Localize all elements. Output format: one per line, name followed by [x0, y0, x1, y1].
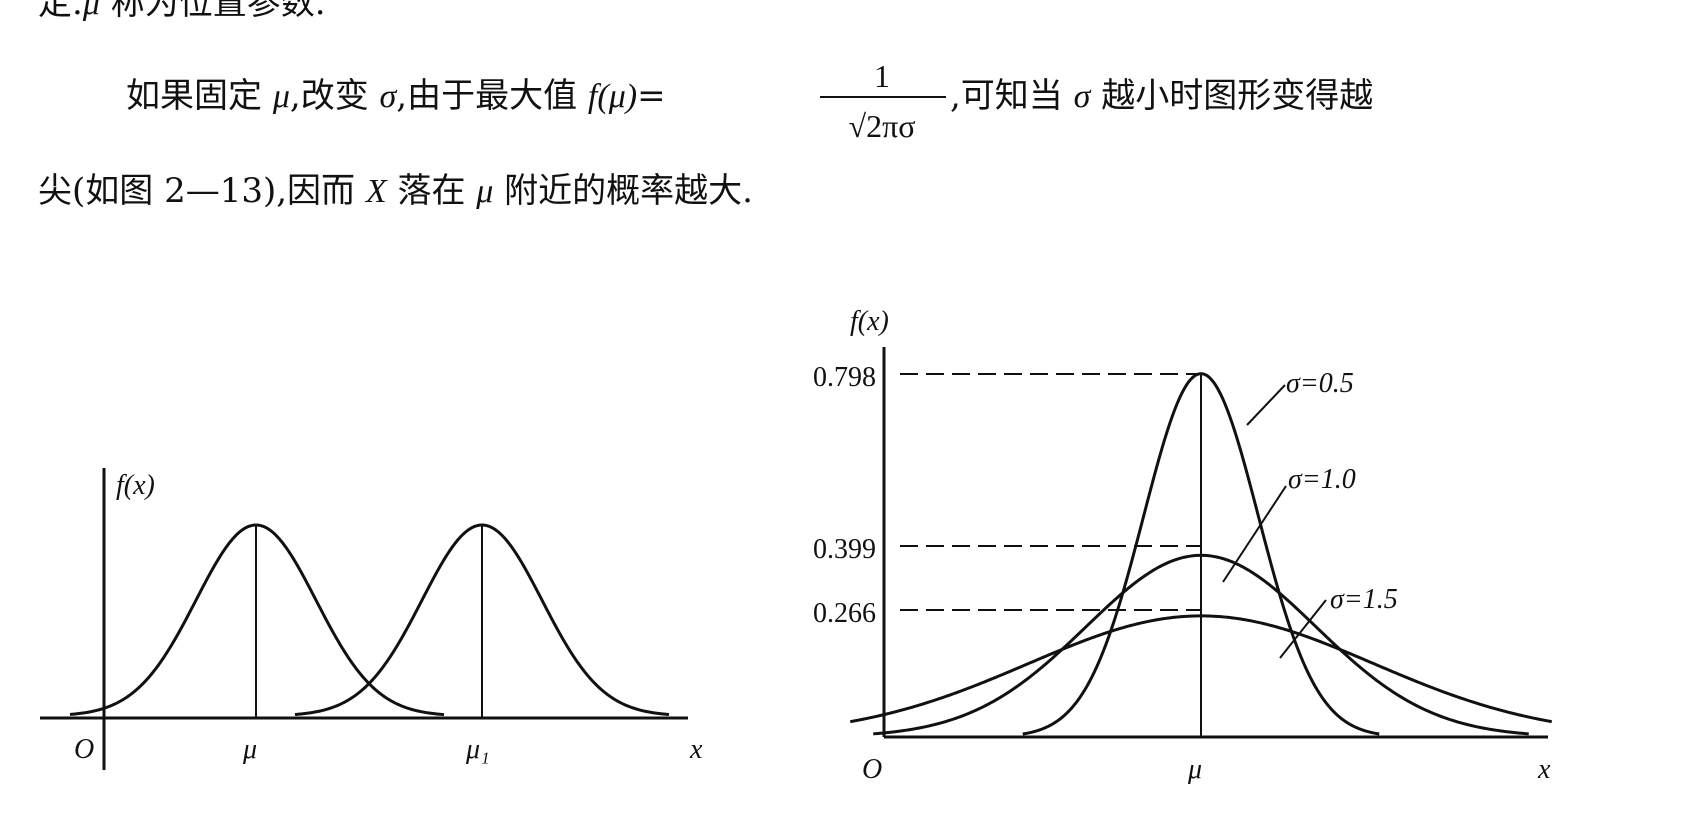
right-label-leader-15: [1279, 599, 1327, 659]
fraction-denominator: √2πσ: [848, 108, 916, 144]
line2-x: X: [365, 173, 387, 210]
line1-equals: =: [637, 76, 666, 116]
line0-prefix: 定.: [38, 0, 83, 23]
line1-f-mu: f(μ): [587, 78, 638, 115]
right-series-label-05: σ=0.5: [1286, 368, 1354, 399]
right-label-leader-10: [1222, 485, 1287, 583]
line2-part-c: 附近的概率越大.: [504, 171, 753, 211]
line1-sigma2: σ: [1073, 78, 1091, 115]
line0-mu: μ: [82, 0, 100, 22]
text-line-2: 尖(如图 2—13),因而 X 落在 μ 附近的概率越大.: [38, 174, 753, 209]
right-x-label: x: [1537, 754, 1551, 785]
line1-part-d: ,可知当: [950, 76, 1063, 116]
right-label-leader-05: [1246, 384, 1286, 426]
right-figure: f(x) 0.798 0.399 0.266 σ=0.5 σ=1.0 σ=1.5…: [813, 306, 1553, 785]
line1-part-a: 如果固定: [126, 76, 262, 116]
left-origin-label: O: [74, 734, 94, 765]
line1-mu: μ: [272, 78, 290, 115]
line1-sigma: σ: [379, 78, 397, 115]
right-tick-0798: 0.798: [813, 362, 876, 393]
line1-part-b: ,改变: [289, 76, 369, 116]
fraction-numerator: 1: [874, 58, 890, 94]
text-line-1-end: ,可知当 σ 越小时图形变得越: [950, 79, 1373, 114]
right-origin-label: O: [862, 754, 882, 785]
line2-part-b: 落在: [397, 171, 466, 211]
left-mu-label: μ: [242, 734, 257, 765]
text-line-1: 如果固定 μ,改变 σ,由于最大值 f(μ)=: [126, 79, 666, 114]
right-y-label: f(x): [850, 306, 889, 337]
right-series-label-10: σ=1.0: [1288, 464, 1356, 495]
left-figure: f(x) O μ μ₁ x: [40, 468, 703, 770]
line2-part-a: 尖(如图 2—13),因而: [38, 171, 356, 211]
left-x-label: x: [689, 734, 703, 765]
right-tick-0399: 0.399: [813, 534, 876, 565]
fraction-bar: [820, 96, 946, 98]
line2-mu: μ: [476, 173, 494, 210]
right-curve-sigma-10: [873, 553, 1529, 736]
line1-part-e: 越小时图形变得越: [1101, 76, 1374, 116]
right-mu-label: μ: [1187, 754, 1202, 785]
right-curve-sigma-05: [1022, 372, 1380, 736]
right-curve-sigma-15: [849, 614, 1553, 724]
text-line-0: 定.μ 称为位置参数.: [38, 0, 326, 21]
left-y-label: f(x): [116, 470, 155, 501]
right-tick-0266: 0.266: [813, 598, 876, 629]
line1-part-c: ,由于最大值: [396, 76, 578, 116]
left-mu1-label: μ₁: [465, 734, 490, 765]
right-series-label-15: σ=1.5: [1330, 584, 1398, 615]
line0-suffix: 称为位置参数.: [110, 0, 326, 23]
